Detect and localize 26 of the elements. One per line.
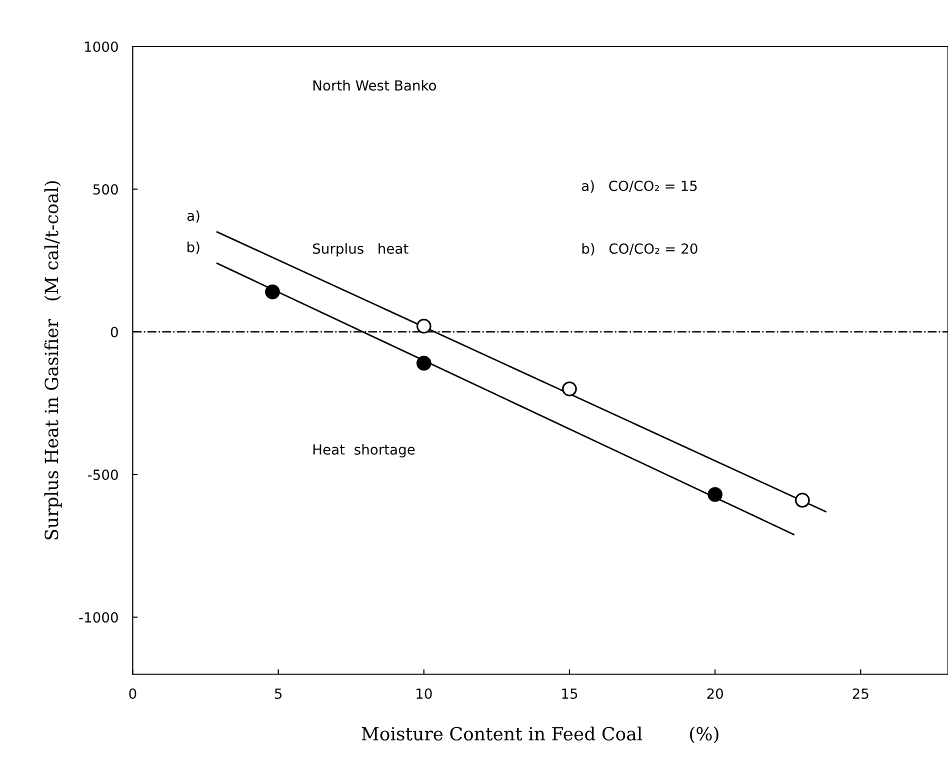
y-tick-label: -1000	[79, 612, 118, 623]
series-label: a)	[187, 210, 200, 223]
y-tick-label: -500	[88, 469, 118, 480]
x-tick-label: 5	[274, 688, 282, 699]
y-tick-label: 1000	[85, 41, 118, 52]
x-tick-label: 0	[129, 688, 136, 699]
annotation: Heat shortage	[313, 444, 415, 458]
point	[416, 356, 432, 371]
annotation: b) CO/CO₂ = 20	[582, 243, 698, 256]
annotation: Surplus heat	[312, 243, 408, 257]
annotation: North West Banko	[313, 80, 436, 91]
x-axis-title: Moisture Content in Feed Coal (%)	[362, 726, 718, 744]
point	[265, 284, 280, 300]
y-axis-title: Surplus Heat in Gasifier (M cal/t-coal)	[44, 181, 62, 540]
x-tick-label: 25	[852, 688, 868, 699]
y-tick-label: 500	[93, 184, 118, 195]
x-tick-label: 10	[416, 688, 432, 699]
y-tick-label: 0	[110, 326, 118, 338]
series-label: b)	[188, 242, 200, 254]
point	[416, 318, 432, 334]
annotation: a) CO/CO₂ = 15	[582, 180, 697, 193]
point	[708, 487, 722, 502]
x-tick-label: 20	[707, 688, 723, 699]
point	[794, 492, 810, 508]
x-tick-label: 15	[562, 688, 578, 699]
point	[562, 381, 577, 396]
